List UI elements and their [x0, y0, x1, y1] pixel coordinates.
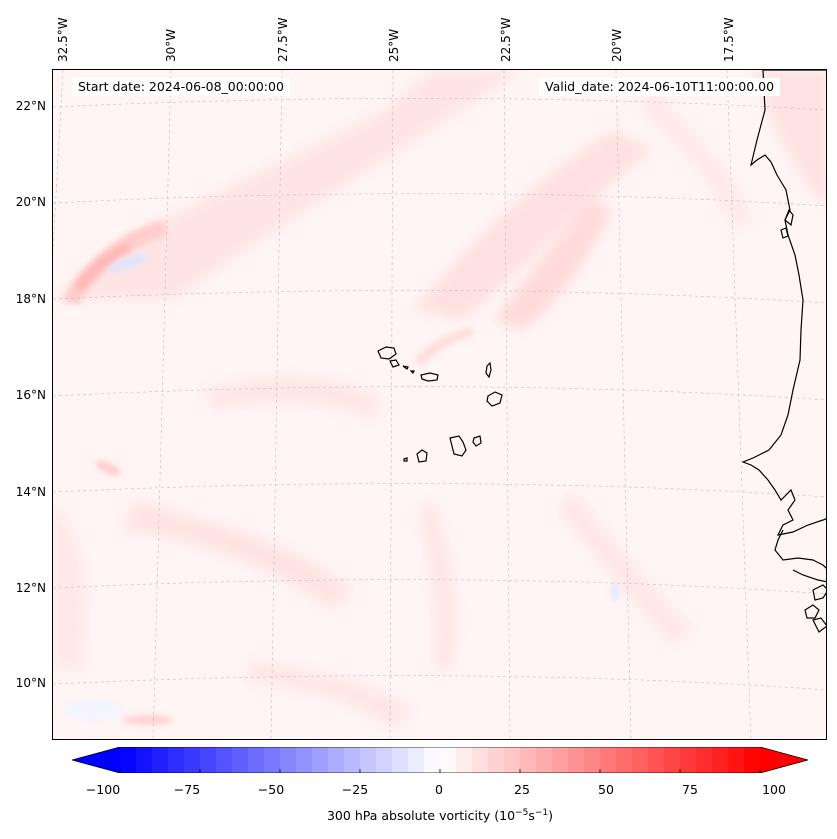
colorbar-label-exp1: −5 — [515, 808, 529, 818]
lon-label-17-5w: 17.5°W — [722, 17, 736, 62]
lon-label-27-5w: 27.5°W — [276, 17, 290, 62]
lat-label-14n: 14°N — [15, 485, 46, 499]
colorbar-label-mid: s — [528, 808, 535, 824]
colorbar-extend-max — [760, 747, 808, 773]
colorbar-bin — [472, 747, 489, 773]
colorbar-bin — [360, 747, 377, 773]
african-coastline — [741, 70, 826, 633]
colorbar-bin — [744, 747, 761, 773]
colorbar-bin — [296, 747, 313, 773]
colorbar-extend-min — [72, 747, 120, 773]
colorbar-tick: 0 — [435, 782, 443, 797]
lon-label-25w: 25°W — [387, 28, 401, 62]
colorbar-tick: 100 — [762, 782, 786, 797]
colorbar-bin — [600, 747, 617, 773]
colorbar-bin — [680, 747, 697, 773]
cape-verde-islands — [377, 346, 503, 463]
map-frame — [52, 69, 827, 740]
colorbar-bin — [248, 747, 265, 773]
colorbar-label-main: 300 hPa absolute vorticity (10 — [326, 808, 516, 824]
colorbar-tick: −100 — [85, 782, 121, 797]
lat-label-20n: 20°N — [15, 195, 46, 209]
colorbar-bin — [232, 747, 249, 773]
lat-label-16n: 16°N — [15, 388, 46, 402]
colorbar-bin — [696, 747, 713, 773]
colorbar — [70, 746, 810, 774]
colorbar-bin — [152, 747, 169, 773]
colorbar-bin — [328, 747, 345, 773]
colorbar-bin — [216, 747, 233, 773]
colorbar-bin — [664, 747, 681, 773]
lon-label-20w: 20°W — [610, 28, 624, 62]
colorbar-bin — [520, 747, 537, 773]
positive-vorticity-bands — [53, 70, 826, 730]
colorbar-bin — [616, 747, 633, 773]
colorbar-label-exp2: −1 — [534, 808, 549, 818]
colorbar-tick: −75 — [173, 782, 201, 797]
lat-label-22n: 22°N — [15, 99, 46, 113]
lon-label-22-5w: 22.5°W — [499, 17, 513, 62]
colorbar-bin — [200, 747, 217, 773]
colorbar-tick: −25 — [341, 782, 369, 797]
colorbar-bin — [488, 747, 505, 773]
lat-label-18n: 18°N — [15, 292, 46, 306]
colorbar-bin — [376, 747, 393, 773]
colorbar-bin — [136, 747, 153, 773]
colorbar-bin — [712, 747, 729, 773]
lat-label-12n: 12°N — [15, 581, 46, 595]
colorbar-bin — [184, 747, 201, 773]
negative-vorticity-patches — [63, 254, 619, 720]
colorbar-bin — [168, 747, 185, 773]
colorbar-bin — [392, 747, 409, 773]
colorbar-bin — [632, 747, 649, 773]
colorbar-bin — [408, 747, 425, 773]
colorbar-bin — [568, 747, 585, 773]
colorbar-bin — [280, 747, 297, 773]
strong-vorticity-core — [63, 220, 473, 725]
colorbar-bin — [504, 747, 521, 773]
colorbar-bin — [648, 747, 665, 773]
colorbar-tick: 75 — [682, 782, 698, 797]
colorbar-bin — [344, 747, 361, 773]
colorbar-bin — [440, 747, 457, 773]
start-date-label: Start date: 2024-06-08_00:00:00 — [72, 78, 290, 96]
colorbar-bin — [264, 747, 281, 773]
colorbar-tick: −50 — [257, 782, 285, 797]
colorbar-bin — [536, 747, 553, 773]
colorbar-label-end: ) — [548, 808, 553, 824]
lat-label-10n: 10°N — [15, 676, 46, 690]
colorbar-bin — [120, 747, 137, 773]
colorbar-tick: 50 — [598, 782, 614, 797]
colorbar-bin — [456, 747, 473, 773]
lon-label-32-5w: 32.5°W — [56, 17, 70, 62]
colorbar-bin — [312, 747, 329, 773]
valid-date-label: Valid_date: 2024-06-10T11:00:00.00 — [539, 78, 781, 96]
colorbar-bin — [728, 747, 745, 773]
vorticity-field — [53, 70, 826, 739]
lon-label-30w: 30°W — [164, 28, 178, 62]
colorbar-bin — [424, 747, 441, 773]
colorbar-bin — [584, 747, 601, 773]
colorbar-bin — [552, 747, 569, 773]
colorbar-svg — [70, 746, 810, 774]
colorbar-label: 300 hPa absolute vorticity (10−5s−1) — [0, 808, 837, 823]
colorbar-tick: 25 — [514, 782, 530, 797]
graticule — [53, 70, 826, 739]
